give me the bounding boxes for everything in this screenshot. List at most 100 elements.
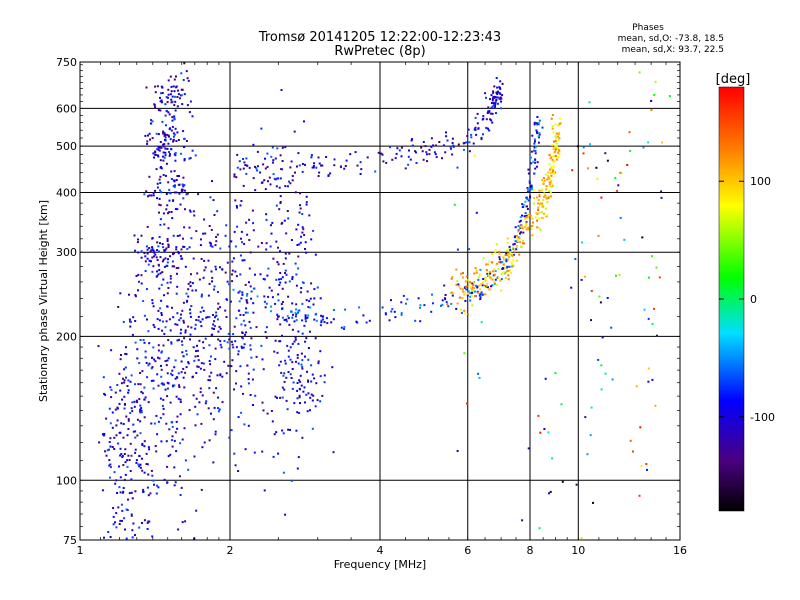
- echo-point: [507, 274, 510, 277]
- echo-point: [112, 523, 115, 526]
- echo-point: [555, 137, 557, 140]
- echo-point: [131, 497, 134, 500]
- echo-point: [240, 200, 243, 202]
- echo-point: [494, 251, 497, 254]
- echo-point: [278, 364, 281, 367]
- echo-point: [462, 272, 464, 275]
- echo-point: [176, 323, 179, 326]
- echo-point: [154, 150, 157, 153]
- echo-point: [299, 192, 302, 195]
- echo-point: [244, 324, 247, 327]
- echo-point: [163, 223, 166, 226]
- echo-point: [497, 277, 500, 279]
- echo-point: [313, 297, 316, 300]
- echo-point: [131, 410, 134, 413]
- echo-point: [269, 183, 272, 186]
- echo-point: [395, 152, 398, 155]
- echo-point: [148, 194, 151, 197]
- echo-point: [661, 141, 664, 144]
- echo-point: [551, 185, 554, 187]
- echo-point: [140, 256, 143, 259]
- echo-point: [487, 274, 490, 277]
- echo-point: [477, 127, 480, 130]
- echo-point: [143, 471, 146, 474]
- echo-point: [629, 439, 632, 442]
- echo-point: [216, 318, 219, 321]
- echo-point: [283, 319, 286, 321]
- echo-point: [552, 140, 555, 143]
- echo-point: [546, 201, 549, 204]
- echo-point: [477, 276, 480, 279]
- echo-point: [147, 401, 150, 404]
- echo-point: [455, 268, 458, 271]
- echo-point: [556, 135, 559, 138]
- echo-point: [214, 316, 216, 319]
- echo-point: [155, 256, 158, 259]
- echo-point: [171, 425, 174, 428]
- echo-point: [527, 168, 530, 171]
- echo-point: [451, 142, 454, 144]
- echo-point: [629, 149, 632, 152]
- echo-point: [135, 459, 138, 462]
- echo-point: [277, 299, 280, 302]
- echo-point: [189, 281, 192, 284]
- echo-point: [131, 401, 134, 404]
- echo-point: [306, 316, 309, 319]
- echo-point: [189, 285, 192, 287]
- echo-point: [650, 109, 653, 112]
- echo-point: [141, 370, 144, 373]
- echo-point: [171, 116, 174, 119]
- echo-point: [281, 160, 284, 162]
- echo-point: [171, 306, 173, 309]
- echo-point: [306, 410, 309, 413]
- echo-point: [469, 281, 472, 284]
- echo-point: [159, 272, 162, 275]
- echo-point: [274, 395, 277, 398]
- echo-point: [180, 88, 183, 91]
- echo-point: [240, 345, 243, 348]
- echo-point: [536, 219, 538, 222]
- echo-point: [166, 147, 169, 150]
- echo-point: [511, 246, 514, 249]
- echo-point: [111, 411, 114, 414]
- echo-point: [265, 336, 268, 339]
- echo-point: [317, 175, 320, 177]
- echo-point: [156, 270, 158, 273]
- echo-point: [527, 172, 530, 175]
- echo-point: [165, 109, 168, 112]
- echo-point: [180, 189, 183, 192]
- echo-point: [540, 189, 543, 192]
- echo-point: [287, 371, 290, 373]
- echo-point: [169, 75, 172, 78]
- echo-point: [182, 367, 185, 370]
- echo-point: [169, 277, 172, 280]
- echo-point: [157, 327, 160, 330]
- echo-point: [123, 395, 126, 398]
- echo-point: [261, 450, 264, 453]
- echo-point: [388, 319, 391, 322]
- echo-point: [181, 103, 184, 106]
- echo-point: [194, 289, 197, 292]
- echo-point: [476, 112, 479, 115]
- echo-point: [489, 98, 491, 101]
- echo-point: [251, 378, 254, 381]
- echo-point: [224, 309, 227, 312]
- echo-point: [164, 248, 167, 251]
- echo-point: [255, 355, 258, 358]
- echo-point: [280, 89, 283, 91]
- echo-point: [537, 202, 540, 205]
- echo-point: [304, 317, 307, 320]
- echo-point: [119, 292, 122, 295]
- echo-point: [325, 317, 328, 320]
- echo-point: [494, 248, 497, 251]
- echo-point: [166, 481, 169, 484]
- echo-point: [172, 132, 175, 135]
- echo-point: [197, 359, 200, 362]
- echo-point: [291, 276, 294, 278]
- echo-point: [487, 110, 490, 113]
- echo-point: [137, 383, 140, 386]
- echo-point: [203, 218, 206, 221]
- echo-point: [204, 337, 207, 340]
- echo-point: [382, 160, 385, 163]
- echo-point: [480, 136, 483, 139]
